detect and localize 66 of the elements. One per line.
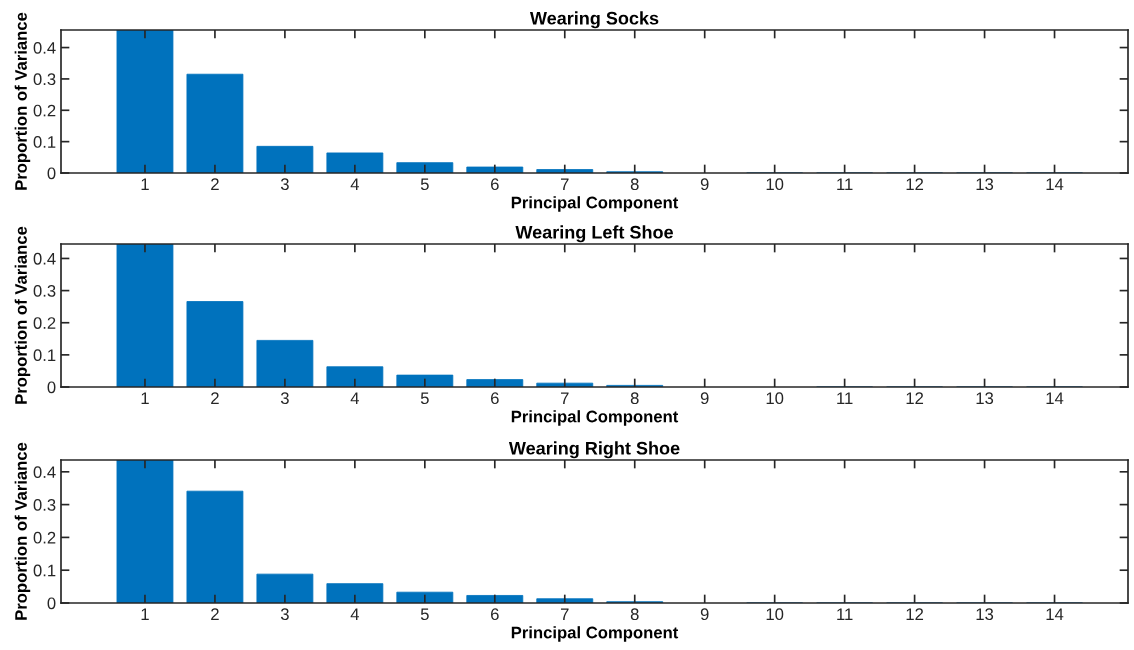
x-tick-label: 10 bbox=[766, 178, 784, 191]
x-tick-label: 1 bbox=[141, 392, 149, 404]
y-tick-label: 0 bbox=[47, 381, 56, 394]
x-tick-label: 3 bbox=[280, 392, 289, 405]
x-tick-label: 11 bbox=[837, 608, 853, 620]
x-axis-title: Principal Component bbox=[511, 626, 679, 642]
x-tick-label: 4 bbox=[350, 608, 360, 620]
x-tick-label: 8 bbox=[630, 392, 639, 405]
x-tick-label: 12 bbox=[906, 608, 924, 620]
y-tick-label: 0.1 bbox=[33, 349, 56, 362]
x-tick-label: 5 bbox=[420, 608, 429, 621]
x-tick-label: 14 bbox=[1046, 608, 1064, 620]
y-tick-label: 0 bbox=[47, 167, 56, 180]
y-tick-label: 0.4 bbox=[33, 252, 56, 265]
y-axis-title: Proportion of Variance bbox=[14, 442, 31, 620]
y-axis-title: Proportion of Variance bbox=[14, 226, 31, 404]
x-tick-label: 10 bbox=[766, 392, 784, 405]
y-tick-label: 0.2 bbox=[33, 317, 56, 329]
x-tick-label: 10 bbox=[766, 608, 784, 621]
y-tick-label: 0 bbox=[47, 597, 56, 610]
x-tick-label: 9 bbox=[700, 178, 709, 191]
x-tick-label: 3 bbox=[280, 608, 289, 621]
x-tick-label: 14 bbox=[1046, 178, 1064, 190]
x-tick-label: 6 bbox=[491, 392, 499, 405]
y-tick-label: 0.1 bbox=[33, 564, 56, 577]
x-tick-label: 14 bbox=[1046, 392, 1064, 404]
y-tick-label: 0.1 bbox=[33, 136, 56, 148]
x-tick-label: 9 bbox=[700, 608, 709, 621]
x-tick-label: 7 bbox=[560, 608, 569, 620]
x-tick-label: 2 bbox=[211, 178, 219, 190]
chart-title: Wearing Left Shoe bbox=[515, 225, 673, 243]
y-tick-label: 0.2 bbox=[33, 531, 56, 544]
x-tick-label: 1 bbox=[141, 608, 149, 620]
y-tick-label: 0.3 bbox=[33, 285, 56, 297]
y-tick-label: 0.2 bbox=[33, 104, 56, 117]
chart-title: Wearing Right Shoe bbox=[508, 441, 680, 459]
x-tick-label: 3 bbox=[280, 178, 289, 191]
x-tick-label: 2 bbox=[211, 608, 219, 620]
x-tick-label: 12 bbox=[906, 178, 924, 190]
x-tick-label: 13 bbox=[976, 392, 994, 405]
x-tick-label: 11 bbox=[837, 392, 853, 404]
x-tick-label: 13 bbox=[976, 178, 994, 191]
y-axis-title: Proportion of Variance bbox=[14, 12, 31, 190]
x-axis-title: Principal Component bbox=[511, 410, 679, 426]
x-tick-label: 7 bbox=[560, 392, 569, 404]
x-tick-label: 1 bbox=[141, 178, 149, 190]
x-tick-label: 6 bbox=[491, 178, 499, 191]
x-tick-label: 9 bbox=[700, 392, 709, 405]
x-tick-label: 8 bbox=[630, 178, 639, 191]
x-axis-title: Principal Component bbox=[511, 196, 679, 212]
x-tick-label: 4 bbox=[350, 178, 360, 190]
x-tick-label: 8 bbox=[630, 608, 639, 621]
y-tick-label: 0.4 bbox=[33, 466, 56, 479]
x-tick-label: 12 bbox=[906, 392, 924, 404]
x-tick-label: 4 bbox=[350, 392, 360, 404]
y-tick-label: 0.3 bbox=[33, 73, 56, 86]
x-tick-label: 5 bbox=[420, 178, 429, 191]
x-tick-label: 6 bbox=[491, 608, 499, 621]
y-tick-label: 0.4 bbox=[33, 41, 56, 54]
x-tick-label: 2 bbox=[211, 392, 219, 404]
x-tick-label: 11 bbox=[837, 178, 853, 190]
x-tick-label: 13 bbox=[976, 608, 994, 621]
chart-title: Wearing Socks bbox=[529, 11, 659, 29]
x-tick-label: 5 bbox=[420, 392, 429, 405]
x-tick-label: 7 bbox=[560, 178, 569, 190]
y-tick-label: 0.3 bbox=[33, 499, 56, 511]
